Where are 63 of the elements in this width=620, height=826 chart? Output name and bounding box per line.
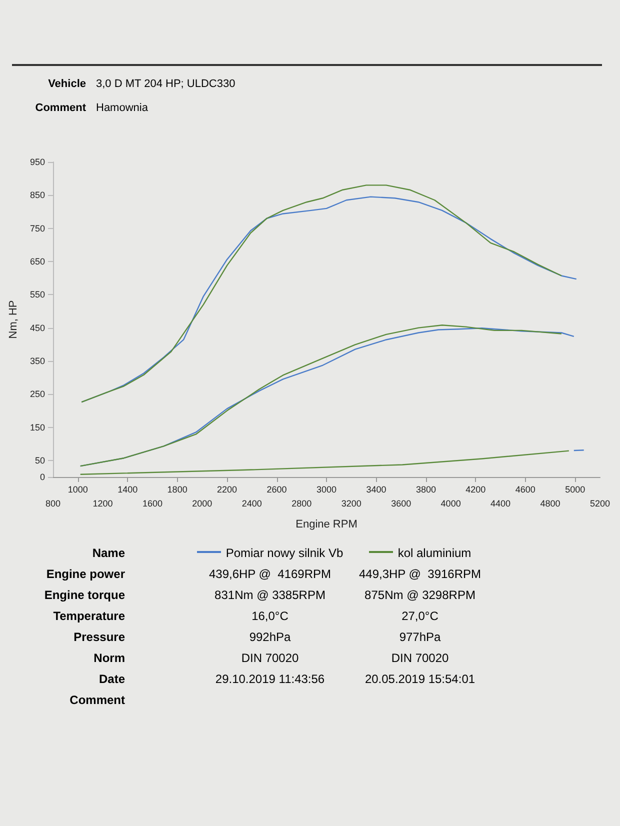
x2-tick-label: 1200 bbox=[92, 498, 113, 508]
x-tick-label: 4200 bbox=[466, 484, 486, 494]
text: 16,0°C bbox=[250, 609, 290, 623]
x2-tick-label: 4000 bbox=[440, 498, 461, 508]
x2-tick-label: 2000 bbox=[192, 498, 212, 508]
text: Name bbox=[91, 546, 125, 560]
y-axis-title: Nm, HP bbox=[8, 300, 20, 339]
y-tick-label: 50 bbox=[34, 455, 45, 466]
text: 27,0°C bbox=[400, 609, 440, 623]
y-tick-label: 250 bbox=[30, 389, 45, 400]
legend-label: kol aluminium bbox=[396, 546, 472, 560]
y-tick-label: 950 bbox=[30, 157, 45, 167]
text: 439,6HP @ 4169RPM bbox=[208, 567, 332, 581]
x-tick-label: 4600 bbox=[515, 484, 536, 494]
text: Comment bbox=[34, 102, 86, 114]
text: DIN 70020 bbox=[390, 651, 450, 665]
x2-tick-label: 1600 bbox=[142, 498, 162, 508]
x-axis-title: Engine RPM bbox=[296, 518, 358, 530]
x2-tick-label: 800 bbox=[45, 498, 61, 508]
x-tick-label: 1800 bbox=[167, 484, 188, 494]
x-tick-label: 1000 bbox=[68, 484, 88, 494]
x-tick-label: 3800 bbox=[416, 484, 436, 494]
text: Engine power bbox=[45, 567, 125, 581]
text: Vehicle bbox=[47, 78, 86, 90]
legend-label: Pomiar nowy silnik Vb bbox=[224, 546, 344, 560]
y-tick-label: 550 bbox=[30, 290, 45, 300]
x2-tick-label: 3200 bbox=[341, 498, 362, 508]
x-tick-label: 1400 bbox=[118, 484, 138, 494]
text: 875Nm @ 3298RPM bbox=[364, 588, 476, 602]
y-tick-label: 750 bbox=[30, 223, 45, 234]
text: Engine torque bbox=[43, 588, 125, 602]
text: 449,3HP @ 3916RPM bbox=[358, 567, 482, 581]
x2-tick-label: 4800 bbox=[540, 498, 560, 508]
text: 831Nm @ 3385RPM bbox=[214, 588, 326, 602]
text: 29.10.2019 11:43:56 bbox=[214, 672, 326, 686]
x2-tick-label: 5200 bbox=[590, 498, 610, 508]
y-tick-label: 650 bbox=[30, 256, 45, 266]
x2-tick-label: 4400 bbox=[490, 498, 511, 508]
x2-tick-label: 2400 bbox=[242, 498, 262, 508]
text: 992hPa bbox=[248, 630, 292, 644]
y-tick-label: 0 bbox=[40, 472, 45, 482]
x-tick-label: 5000 bbox=[565, 484, 586, 494]
text: Hamownia bbox=[96, 102, 149, 114]
x2-tick-label: 2800 bbox=[292, 498, 312, 508]
text: 977hPa bbox=[398, 630, 442, 644]
y-tick-label: 150 bbox=[30, 422, 45, 432]
y-tick-label: 450 bbox=[30, 322, 45, 333]
text: Comment bbox=[68, 693, 125, 707]
text: DIN 70020 bbox=[240, 651, 300, 665]
text: Temperature bbox=[52, 609, 125, 623]
x-tick-label: 3400 bbox=[366, 484, 386, 494]
y-tick-label: 350 bbox=[30, 356, 45, 366]
x-tick-label: 2600 bbox=[266, 484, 287, 494]
text: Norm bbox=[92, 651, 125, 665]
text: 20.05.2019 15:54:01 bbox=[364, 672, 476, 686]
x-tick-label: 3000 bbox=[316, 484, 337, 494]
y-tick-label: 850 bbox=[30, 190, 45, 200]
x-tick-label: 2200 bbox=[217, 484, 238, 494]
x2-tick-label: 3600 bbox=[391, 498, 412, 508]
text: 3,0 D MT 204 HP; ULDC330 bbox=[96, 78, 236, 90]
line-series bbox=[80, 450, 570, 475]
text: Pressure bbox=[72, 630, 125, 644]
text: Date bbox=[98, 672, 125, 686]
